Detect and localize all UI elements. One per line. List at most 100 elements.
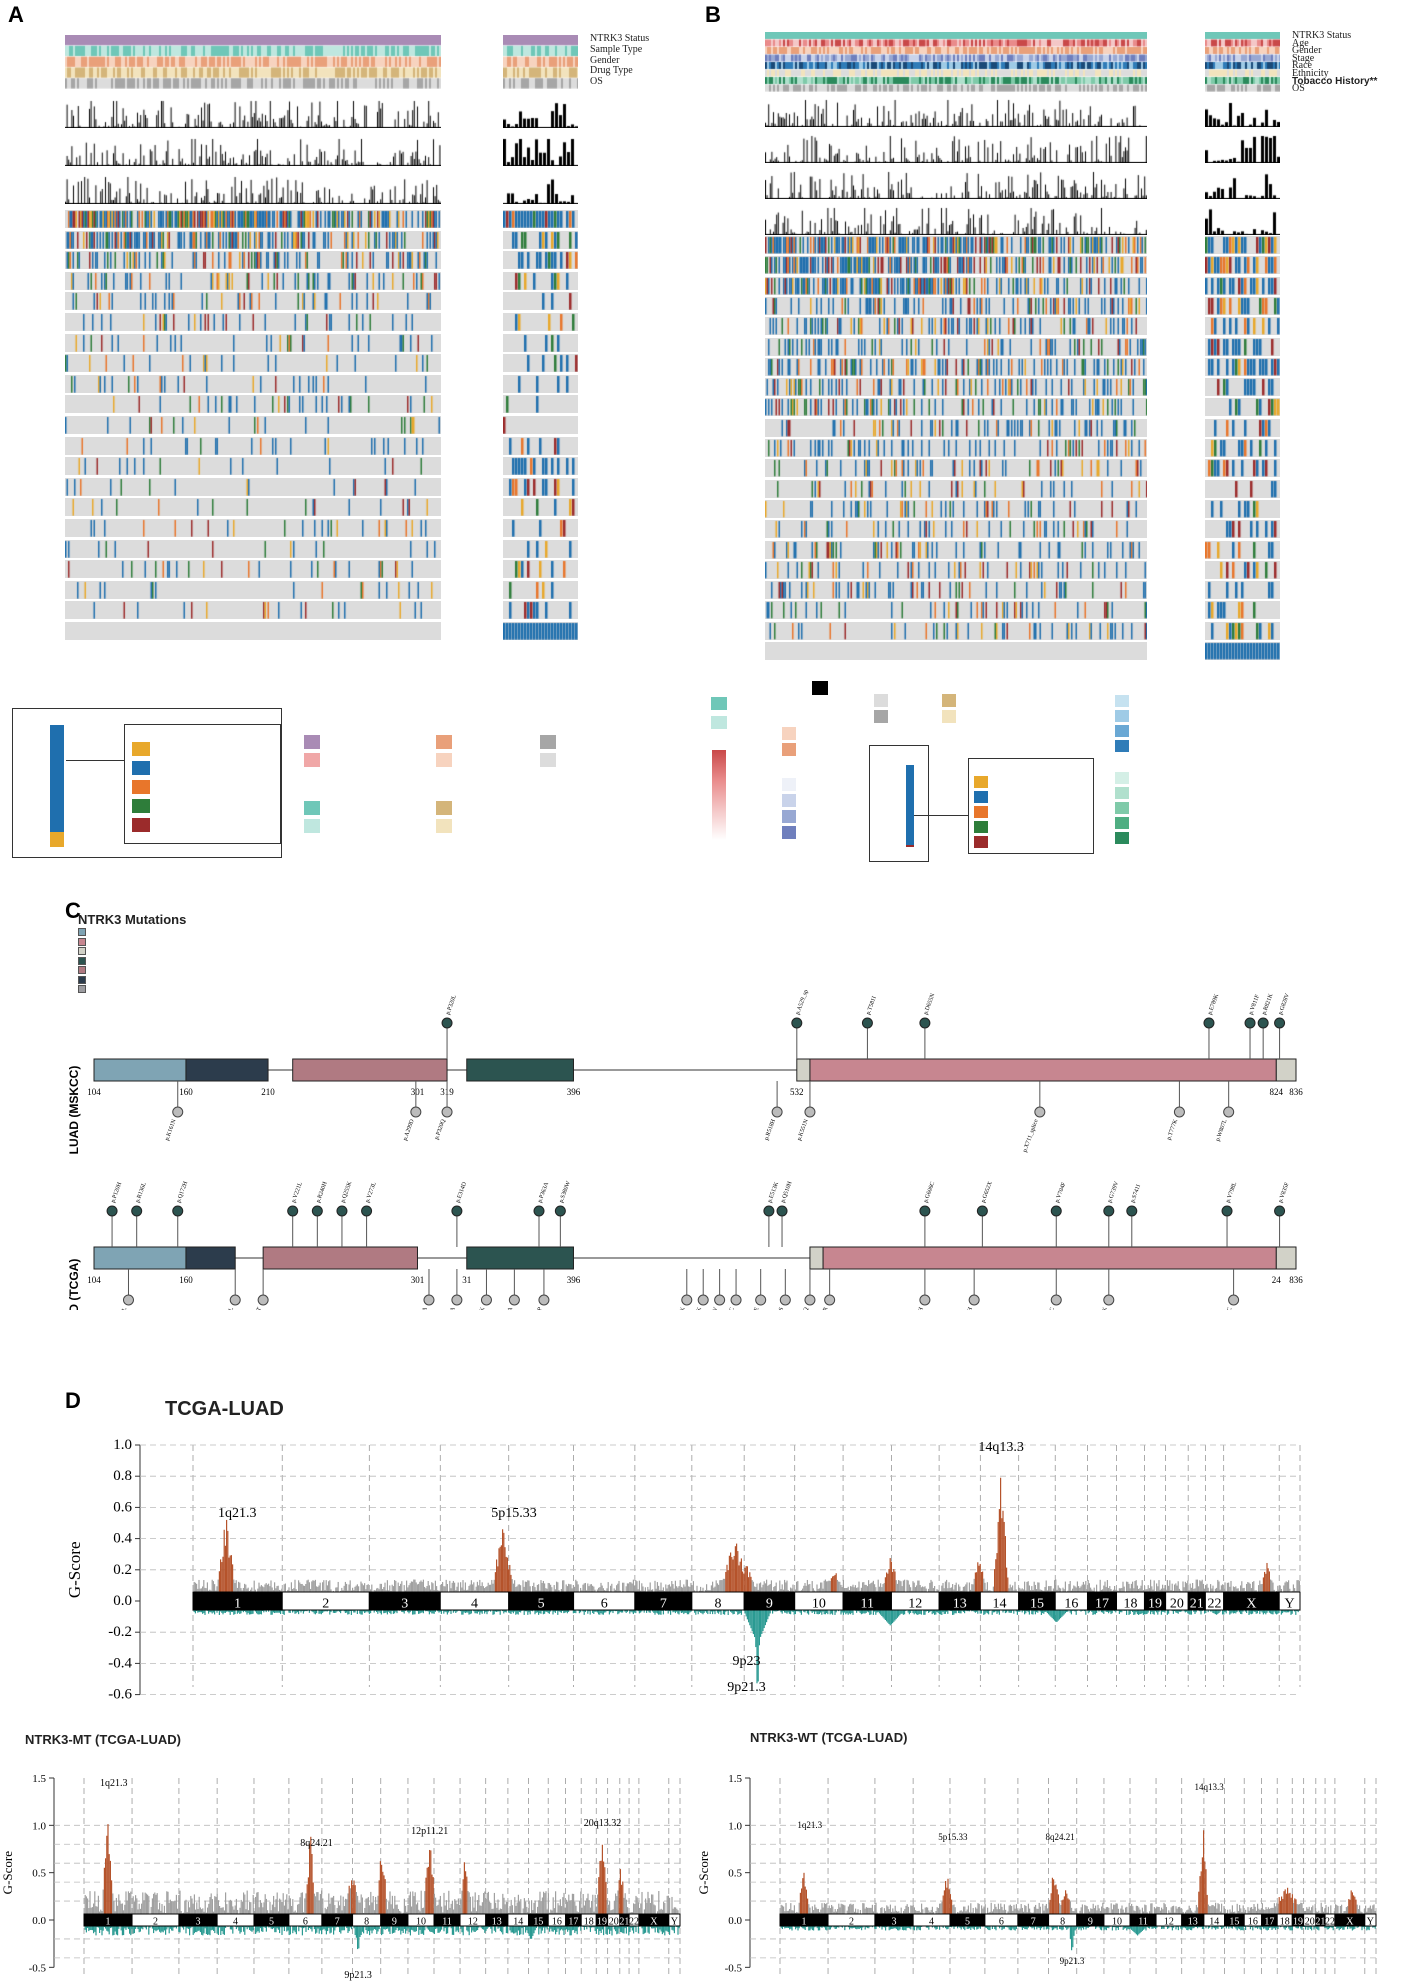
y-tick-label: 0.6 — [113, 1499, 132, 1515]
lollipop-title: NTRK3 Mutations — [78, 912, 187, 927]
chromosome-label: 18 — [1123, 1597, 1137, 1612]
legend-tobacco-item — [1115, 815, 1133, 830]
legend-swatch — [942, 694, 956, 708]
gene-row-mt — [503, 292, 578, 311]
mutation-label: p.M202L — [222, 1306, 235, 1310]
gene-row-main — [65, 395, 441, 414]
gene-row-mt — [1205, 581, 1280, 600]
legend-gender-item — [782, 726, 800, 741]
mutation-label: p.K161N — [164, 1118, 177, 1142]
gene-row-mt — [503, 416, 578, 434]
gene-name — [0, 231, 59, 245]
legend-swatch — [782, 794, 796, 808]
mutation-label: p.W714C — [1043, 1307, 1057, 1310]
gene-row-main — [65, 560, 441, 579]
lollipop-track: LUAD (TCGA) 104 160 301 31 396 24 836 p.P120H p.R… — [67, 1180, 1303, 1310]
legend-swatch — [974, 805, 988, 818]
chromosome-label: 15 — [1030, 1597, 1044, 1612]
mutation-lollipop — [681, 1294, 693, 1306]
mutation-lollipop — [508, 1294, 520, 1306]
mutation-label: p.D655N — [923, 992, 936, 1016]
fraction-legend-box — [869, 745, 929, 862]
mutation-label: p.R461K — [690, 1306, 703, 1310]
peak-label: 9p21.3 — [344, 1970, 372, 1981]
legend-race-item — [1115, 708, 1133, 723]
gene-row-mt — [503, 354, 578, 373]
peak-label: 1q21.3 — [100, 1778, 128, 1789]
gene-name — [649, 236, 759, 248]
chromosome-label: 2 — [322, 1597, 329, 1612]
chromosome-label: 19 — [1293, 1917, 1303, 1928]
chromosome-label: 7 — [335, 1917, 340, 1928]
gene-name — [0, 416, 59, 430]
legend-na-item — [812, 680, 832, 695]
mutation-lollipop — [480, 1294, 492, 1306]
chromosome-label: 22 — [1208, 1597, 1222, 1612]
peak-label: 5p15.33 — [938, 1832, 968, 1842]
mutation-lollipop — [776, 1205, 788, 1217]
chromosome-label: 3 — [892, 1917, 897, 1928]
mutation-label: p.G606C — [923, 1181, 936, 1204]
mutation-lollipop — [791, 1017, 803, 1029]
chromosome-label: 5 — [269, 1917, 274, 1928]
bar-track-mt — [503, 98, 578, 128]
gene-row-main — [765, 621, 1147, 640]
position-tick: 532 — [790, 1087, 804, 1097]
y-tick-label: 0.2 — [113, 1562, 132, 1578]
gene-row-main — [765, 398, 1147, 417]
legend-swatch — [78, 985, 86, 994]
mutation-lollipop — [1103, 1294, 1115, 1306]
legend-swatch — [304, 735, 320, 750]
peak-label: 14q13.3 — [1194, 1782, 1224, 1792]
position-tick: 104 — [87, 1087, 101, 1097]
panel-d-label: D — [65, 1388, 81, 1413]
gene-row-main — [765, 540, 1147, 559]
mutation-lollipop — [1034, 1106, 1046, 1118]
gene-row-mt — [503, 477, 578, 496]
gene-name — [649, 419, 759, 431]
mutation-lollipop — [861, 1017, 873, 1029]
legend-swatch — [782, 826, 796, 840]
gene-name — [649, 358, 759, 370]
mutation-lollipop — [423, 1294, 435, 1306]
domain-legend-item — [78, 985, 89, 994]
chromosome-label: 1 — [802, 1917, 807, 1928]
chromosome-label: 14 — [513, 1917, 523, 1928]
gene-row-mt — [503, 622, 578, 640]
mutation-lollipop — [1228, 1294, 1240, 1306]
position-tick: 24 — [1272, 1275, 1282, 1285]
gene-name — [649, 642, 759, 654]
gene-row-main — [765, 418, 1147, 437]
chromosome-label: 12 — [1164, 1917, 1174, 1928]
legend-swatch — [132, 742, 150, 757]
chromosome-label: 3 — [196, 1917, 201, 1928]
gene-row-mt — [503, 457, 578, 476]
chromosome-label: 2 — [849, 1917, 854, 1928]
mutation-lollipop — [257, 1294, 269, 1306]
mutation-label: p.R518H — [764, 1118, 777, 1141]
chromosome-band — [1278, 1591, 1301, 1611]
alteration-legend-item — [974, 789, 992, 804]
mutation-label: p.V835F — [1278, 1181, 1291, 1204]
legend-swatch — [1115, 694, 1129, 707]
legend-swatch — [1115, 724, 1129, 737]
gene-name — [0, 581, 59, 595]
gene-name — [0, 292, 59, 306]
chromosome-label: 18 — [1280, 1917, 1290, 1928]
protein-domain — [809, 1246, 824, 1270]
mutation-label: p.V811F — [1248, 993, 1261, 1015]
legend-swatch — [1115, 801, 1129, 814]
chromosome-label: 19 — [1148, 1597, 1162, 1612]
gene-name — [0, 251, 59, 265]
gene-name — [0, 478, 59, 490]
chromosome-label: 10 — [416, 1917, 426, 1928]
peak-label: 9p23 — [733, 1654, 761, 1669]
chromosome-label: 8 — [1060, 1917, 1065, 1928]
legend-swatch — [782, 810, 796, 824]
position-tick: 396 — [567, 1087, 581, 1097]
gene-name — [0, 540, 59, 554]
mutation-label: p.P320L — [445, 994, 458, 1016]
gene-name — [0, 334, 59, 348]
mutation-lollipop — [919, 1294, 931, 1306]
